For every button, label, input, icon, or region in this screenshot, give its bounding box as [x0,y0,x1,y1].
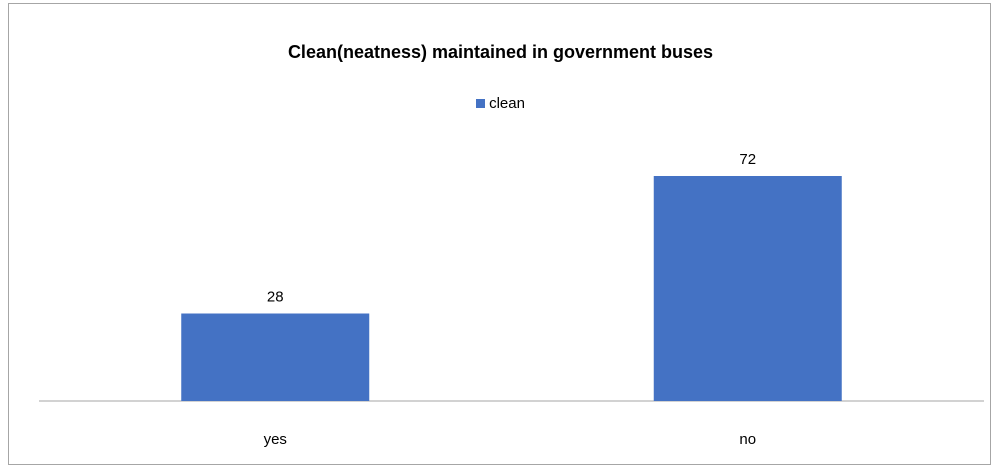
x-tick-label-no: no [739,431,756,448]
legend: clean [9,95,992,112]
data-label-yes: 28 [267,289,284,306]
bar-no [653,176,842,401]
bar-yes [181,313,370,401]
chart-title: Clean(neatness) maintained in government… [287,42,714,62]
bar-plot: 28 yes 72 no [39,151,984,448]
chart-frame: Clean(neatness) maintained in government… [8,3,991,465]
legend-label: clean [489,95,525,112]
legend-swatch [476,99,486,108]
data-label-no: 72 [739,151,756,168]
x-tick-label-yes: yes [264,431,287,448]
